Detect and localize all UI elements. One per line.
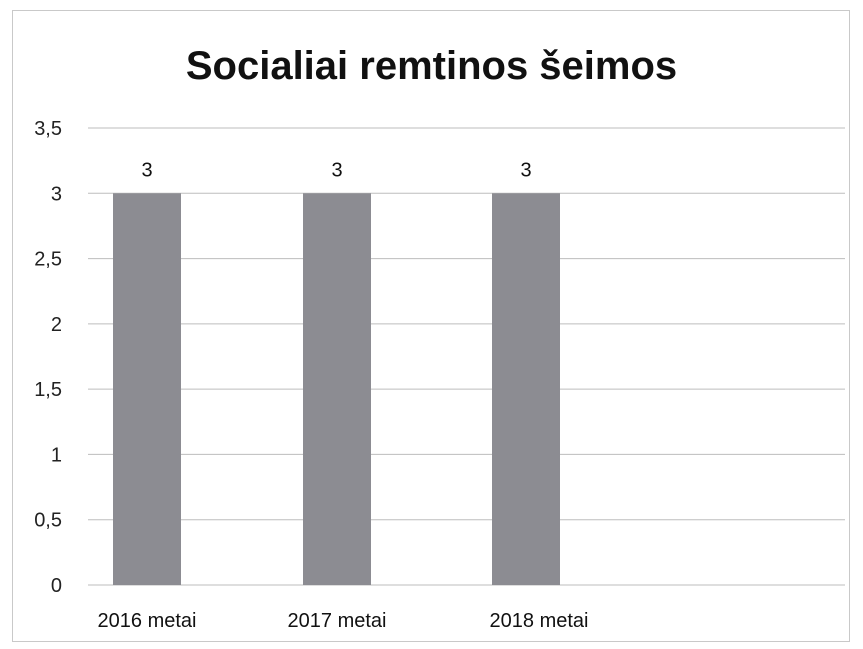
data-label: 3 — [520, 159, 531, 181]
x-axis-categories: 2016 metai 2017 metai 2018 metai — [98, 610, 589, 632]
data-label: 3 — [141, 159, 152, 181]
y-tick-label: 2,5 — [34, 249, 62, 271]
y-tick-label: 1,5 — [34, 379, 62, 401]
category-label: 2017 metai — [288, 610, 387, 632]
bar — [113, 193, 181, 586]
y-tick-label: 2 — [51, 314, 62, 336]
data-labels: 3 3 3 — [141, 159, 531, 181]
bar — [492, 193, 560, 586]
y-tick-label: 0,5 — [34, 510, 62, 532]
y-axis-ticks: 0 0,5 1 1,5 2 2,5 3 3,5 — [34, 118, 62, 597]
category-label: 2016 metai — [98, 610, 197, 632]
gridlines — [88, 127, 845, 586]
y-tick-label: 3,5 — [34, 118, 62, 140]
y-tick-label: 0 — [51, 575, 62, 597]
bars — [113, 193, 560, 586]
y-tick-label: 1 — [51, 444, 62, 466]
data-label: 3 — [331, 159, 342, 181]
y-tick-label: 3 — [51, 183, 62, 205]
chart-title: Socialiai remtinos šeimos — [185, 44, 678, 88]
category-label: 2018 metai — [490, 610, 589, 632]
bar — [303, 193, 371, 586]
